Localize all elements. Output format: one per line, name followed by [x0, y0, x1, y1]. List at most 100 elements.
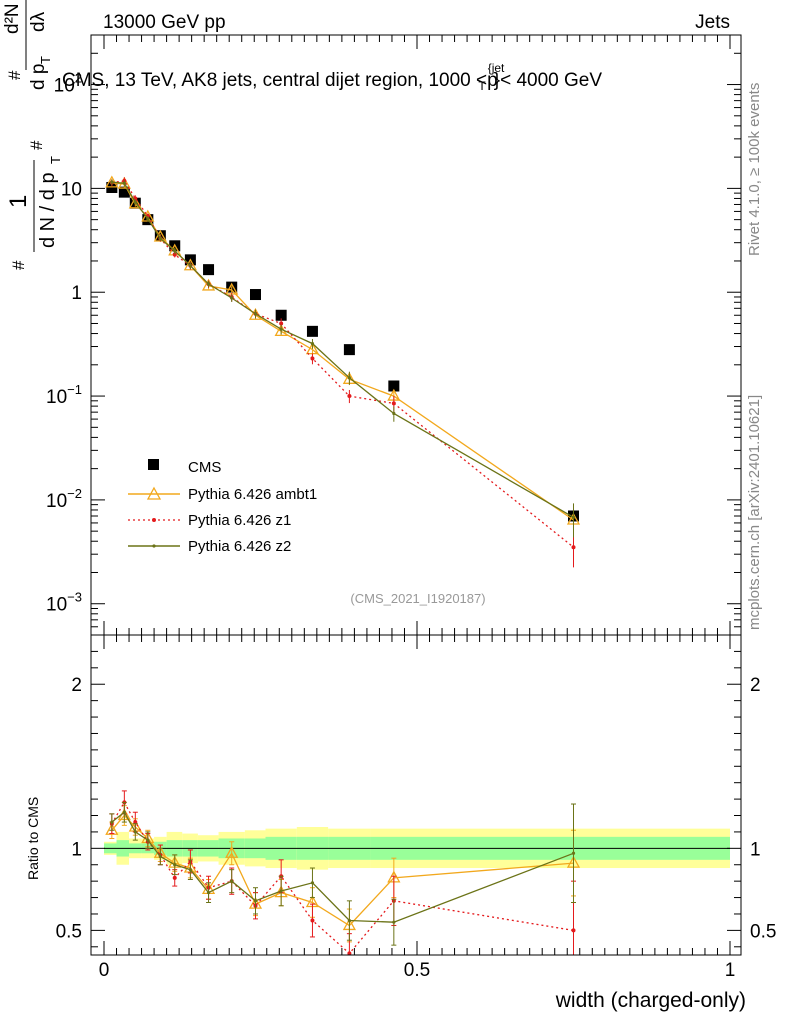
ratio-frame: [90, 634, 742, 956]
ratio-point-2-11: [310, 918, 315, 923]
legend-ambt1-label: Pythia 6.426 ambt1: [188, 486, 317, 503]
main-point-3-8: [230, 296, 234, 300]
main-point-1-2: [128, 196, 142, 209]
ratio-tick-label-left-0: 0.5: [56, 921, 82, 942]
y-tick-label-2: 10−1: [46, 382, 82, 408]
legend-z1-marker: [152, 518, 156, 522]
y-tick-label-5: 102: [54, 71, 82, 97]
main-point-2-14: [571, 545, 576, 550]
ylabel-dn: d N / d p: [37, 172, 59, 248]
title-main: CMS, 13 TeV, AK8 jets, central dijet reg…: [62, 70, 498, 91]
ylabel-hash3: #: [5, 70, 24, 80]
header-right: Jets: [695, 12, 730, 33]
ratio-tick-label-left-1: 1: [71, 839, 82, 860]
legend-cms-label: CMS: [188, 459, 221, 476]
legend-z2-label: Pythia 6.426 z2: [188, 538, 291, 555]
main-point-3-10: [279, 327, 283, 331]
main-point-2-5: [172, 252, 177, 257]
ratio-point-2-14: [571, 928, 576, 933]
ratio-point-3-10: [279, 889, 283, 893]
ylabel-t1: T: [48, 156, 63, 164]
rivet-version-label: Rivet 4.1.0, ≥ 100k events: [746, 82, 763, 256]
main-point-2-11: [310, 356, 315, 361]
ratio-point-3-0: [110, 820, 114, 824]
ratio-y-label: Ratio to CMS: [25, 797, 41, 880]
main-line-2: [111, 180, 574, 548]
y-tick-exp-5: 2: [75, 71, 82, 86]
ratio-panel: 0 0.5 1 0.5 0.5 1 1 2 2 Ratio to CMS: [25, 634, 776, 981]
ratio-line-2: [111, 801, 574, 955]
ratio-point-1-8: [225, 845, 239, 858]
main-point-1-6: [183, 258, 197, 271]
y-tick-base-3: 1: [71, 283, 82, 304]
y-tick-exp-1: −2: [67, 486, 82, 501]
ylabel-d2n: d²N: [2, 3, 23, 34]
ylabel-hash2: #: [27, 140, 46, 150]
main-point-3-1: [122, 181, 126, 185]
main-point-3-3: [146, 217, 150, 221]
ylabel-hash1: #: [9, 260, 28, 270]
main-point-2-12: [347, 394, 352, 399]
ratio-tick-label-right-0: 0.5: [750, 921, 776, 942]
y-tick-label-3: 1: [71, 283, 82, 304]
x-tick-label-0: 0: [99, 960, 110, 981]
main-point-0-1: [118, 186, 130, 198]
ratio-point-2-12: [347, 951, 352, 956]
y-tick-base-2: 10: [46, 387, 67, 408]
y-tick-label-1: 10−2: [46, 486, 82, 512]
header-left: 13000 GeV pp: [103, 12, 226, 33]
legend-ambt1-marker: [146, 486, 162, 500]
mcplots-label: mcplots.cern.ch [arXiv:2401.10621]: [746, 394, 763, 630]
ratio-point-3-3: [146, 838, 150, 842]
main-point-3-2: [133, 200, 137, 204]
ratio-data-layer: [105, 790, 581, 956]
ratio-tick-label-right-1: 1: [750, 839, 761, 860]
main-point-3-4: [158, 236, 162, 240]
ratio-series-1: [105, 805, 581, 943]
y-tick-base-0: 10: [46, 595, 67, 616]
ratio-point-2-5: [172, 875, 177, 880]
main-point-3-12: [347, 376, 351, 380]
ylabel-t2: T: [38, 56, 53, 64]
ratio-point-3-14: [571, 851, 576, 855]
ratio-axes: 0 0.5 1 0.5 0.5 1 1 2 2: [56, 634, 776, 981]
main-point-3-6: [188, 264, 192, 268]
main-point-0-12: [343, 344, 355, 356]
ratio-series-3: [109, 801, 576, 946]
chart-title: CMS, 13 TeV, AK8 jets, central dijet reg…: [62, 61, 602, 93]
main-point-3-0: [110, 180, 114, 184]
ratio-point-3-12: [347, 918, 351, 923]
main-line-1: [111, 182, 574, 521]
watermark: (CMS_2021_I1920187): [350, 591, 485, 606]
main-point-3-11: [310, 342, 315, 346]
y-tick-base-1: 10: [46, 491, 67, 512]
ratio-point-3-5: [173, 863, 177, 867]
main-point-3-14: [571, 515, 576, 519]
main-point-3-13: [392, 411, 396, 416]
y-tick-base-4: 10: [61, 179, 82, 200]
ratio-point-3-8: [230, 879, 234, 883]
main-series-3: [110, 179, 576, 538]
y-tick-label-4: 10: [61, 179, 82, 200]
ratio-point-1-0: [105, 822, 119, 835]
main-point-3-9: [253, 312, 258, 316]
y-tick-exp-0: −3: [67, 590, 82, 605]
main-point-2-10: [279, 321, 284, 326]
main-point-0-10: [275, 309, 287, 321]
ratio-point-3-11: [310, 881, 315, 885]
ratio-point-3-9: [253, 899, 258, 903]
title-sub: T: [478, 79, 486, 93]
main-point-0-9: [249, 289, 261, 301]
ratio-point-2-2: [133, 820, 138, 825]
x-tick-label-1: 0.5: [404, 960, 430, 981]
ratio-point-3-13: [392, 920, 396, 924]
main-data-layer: [105, 175, 581, 568]
ratio-point-3-4: [158, 854, 162, 859]
legend-z2-marker: [152, 544, 156, 548]
main-point-0-13: [388, 380, 400, 392]
main-point-2-13: [391, 401, 396, 406]
ratio-point-3-6: [188, 868, 192, 872]
